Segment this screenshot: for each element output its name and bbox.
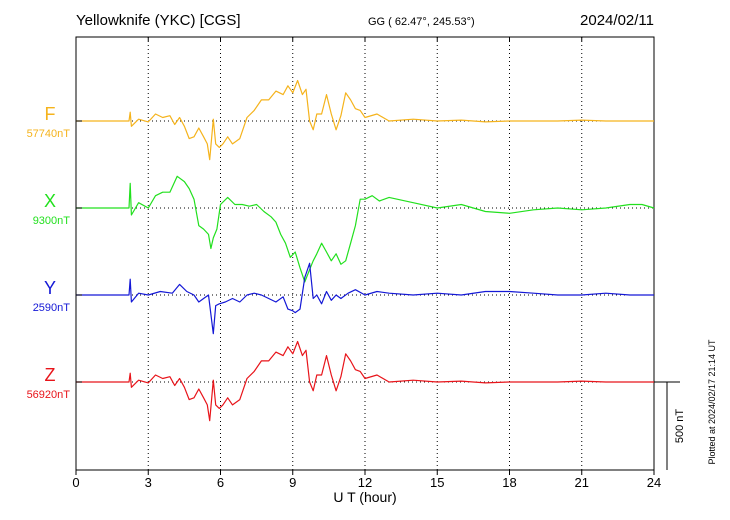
scale-bar-label: 500 nT (674, 409, 686, 444)
trace-z (76, 340, 654, 422)
x-tick-label: 21 (575, 475, 589, 490)
baseline-value-f: 57740nT (27, 128, 71, 140)
x-axis-label: U T (hour) (333, 489, 396, 505)
component-name-y: Y (44, 278, 56, 298)
trace-y (76, 262, 654, 335)
x-tick-label: 3 (145, 475, 152, 490)
plotted-timestamp: Plotted at 2024/02/17 21:14 UT (707, 339, 717, 465)
component-name-x: X (44, 191, 56, 211)
trace-f (76, 79, 654, 161)
component-labels: F 57740nT X 9300nT Y 2590nT Z 56920nT (27, 104, 82, 401)
baseline-value-z: 56920nT (27, 389, 71, 401)
baseline-lines (76, 120, 654, 383)
component-name-f: F (45, 104, 56, 124)
coordinates-label: GG ( 62.47°, 245.53°) (368, 16, 475, 28)
scale-bar: 500 nT (654, 381, 686, 470)
x-tick-label: 18 (502, 475, 516, 490)
x-tick-label: 0 (72, 475, 79, 490)
grid-lines (147, 37, 583, 470)
x-tick-label: 12 (358, 475, 372, 490)
date-label: 2024/02/11 (580, 12, 654, 29)
station-title: Yellowknife (YKC) [CGS] (76, 12, 241, 29)
component-traces (76, 79, 655, 422)
trace-x (76, 175, 655, 283)
component-name-z: Z (45, 365, 56, 385)
x-tick-label: 15 (430, 475, 444, 490)
x-tick-label: 6 (217, 475, 224, 490)
x-tick-label: 9 (289, 475, 296, 490)
x-tick-label: 24 (647, 475, 661, 490)
baseline-value-y: 2590nT (33, 302, 71, 314)
x-axis-ticks: 0 3 6 9 12 15 18 21 24 (72, 37, 661, 490)
baseline-value-x: 9300nT (33, 215, 71, 227)
